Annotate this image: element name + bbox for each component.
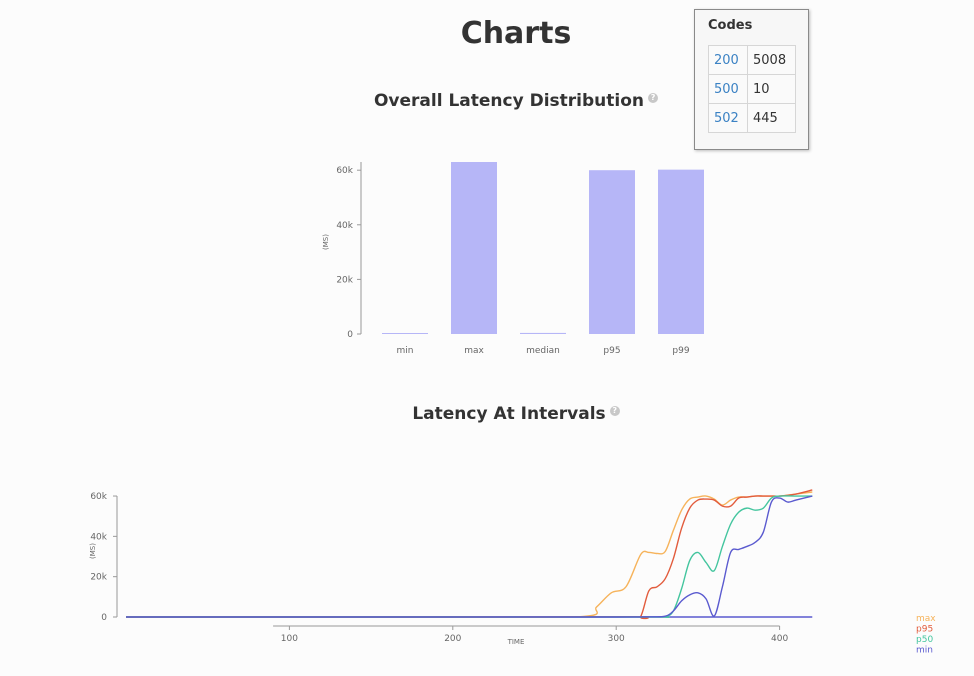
legend-item-p50: p50 — [916, 635, 933, 645]
x-tick-label: min — [397, 346, 414, 356]
legend-item-max: max — [916, 614, 936, 624]
series-line-p50 — [126, 495, 813, 618]
table-row: 200 5008 — [708, 45, 796, 75]
codes-title: Codes — [708, 18, 753, 33]
bar-p99 — [658, 169, 704, 334]
x-axis-label: TIME — [507, 638, 525, 646]
x-tick-label: 100 — [281, 634, 298, 644]
y-tick-label: 20k — [90, 573, 107, 583]
line-chart-title: Latency At Intervals? — [0, 404, 974, 424]
status-code-link[interactable]: 500 — [708, 74, 748, 104]
legend-item-min: min — [916, 646, 933, 656]
y-tick-label: 40k — [90, 532, 107, 542]
codes-panel: Codes 200 5008 500 10 502 445 — [694, 9, 809, 150]
bar-chart-title: Overall Latency Distribution? — [0, 91, 974, 111]
y-axis-label: (MS) — [89, 543, 97, 559]
bar-min — [382, 333, 428, 334]
codes-table: 200 5008 500 10 502 445 — [708, 45, 796, 133]
series-line-max — [126, 491, 813, 619]
bar-max — [451, 162, 497, 334]
table-row: 500 10 — [708, 74, 796, 104]
y-tick-label: 40k — [336, 221, 353, 231]
x-tick-label: median — [526, 346, 560, 356]
line-chart-title-text: Latency At Intervals — [412, 404, 606, 424]
question-circle-icon[interactable]: ? — [648, 93, 659, 103]
status-code-link[interactable]: 502 — [708, 103, 748, 133]
x-tick-label: p99 — [672, 346, 689, 356]
series-line-min — [126, 495, 813, 618]
page-title: Charts — [460, 16, 572, 51]
y-axis-label: (MS) — [322, 234, 330, 250]
y-tick-label: 20k — [336, 275, 353, 285]
status-count: 10 — [747, 74, 796, 104]
legend-item-p95: p95 — [916, 625, 933, 635]
status-count: 5008 — [747, 45, 796, 75]
x-tick-label: max — [464, 346, 484, 356]
x-tick-label: 400 — [771, 634, 788, 644]
bar-p95 — [589, 170, 635, 334]
x-tick-label: 300 — [608, 634, 625, 644]
bar-chart-title-text: Overall Latency Distribution — [373, 91, 645, 111]
y-tick-label: 0 — [347, 330, 353, 340]
table-row: 502 445 — [708, 103, 796, 133]
y-tick-label: 60k — [336, 166, 353, 176]
y-tick-label: 0 — [101, 613, 107, 623]
x-tick-label: 200 — [444, 634, 461, 644]
series-line-p95 — [126, 489, 813, 620]
question-circle-icon[interactable]: ? — [609, 406, 620, 416]
status-count: 445 — [747, 103, 796, 133]
bar-median — [520, 332, 566, 334]
y-tick-label: 60k — [90, 492, 107, 502]
x-tick-label: p95 — [603, 346, 620, 356]
status-code-link[interactable]: 200 — [708, 45, 748, 75]
